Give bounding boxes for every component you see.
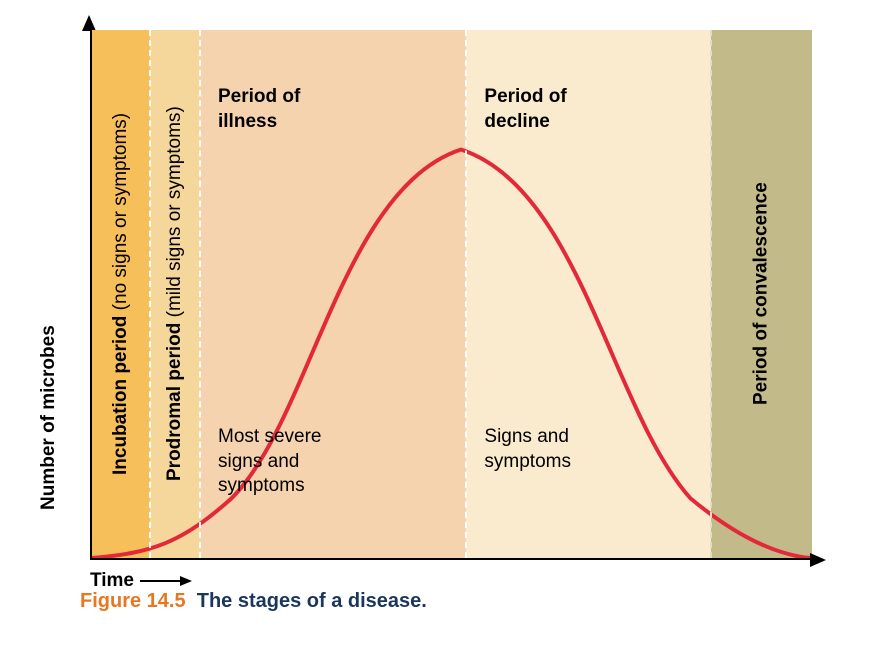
disease-stages-figure: Number of microbes Incubation period (no…	[20, 30, 864, 613]
x-axis-arrowhead	[810, 553, 826, 567]
figure-number: Figure 14.5	[80, 590, 186, 612]
chart-area: Incubation period (no signs or symptoms)…	[90, 30, 864, 560]
x-axis-label: Time	[90, 570, 192, 592]
label-incubation: Incubation period (no signs or symptoms)	[92, 30, 150, 558]
sublabel-illness: Most severe signs and symptoms	[218, 425, 358, 499]
figure-title: The stages of a disease.	[197, 590, 427, 612]
divider-illness	[465, 30, 467, 558]
y-axis-arrowhead	[82, 15, 96, 31]
y-axis-label: Number of microbes	[38, 110, 60, 510]
sublabel-decline: Signs and symptoms	[484, 425, 624, 474]
plot-region: Incubation period (no signs or symptoms)…	[90, 30, 810, 560]
label-convalescence: Period of convalescence	[711, 30, 812, 558]
label-illness: Period of illness	[218, 85, 348, 134]
x-label-arrow-icon	[180, 576, 192, 586]
label-decline: Period of decline	[484, 85, 614, 134]
label-prodromal: Prodromal period (mild signs or symptoms…	[150, 30, 200, 558]
figure-caption: Figure 14.5 The stages of a disease.	[80, 590, 864, 613]
